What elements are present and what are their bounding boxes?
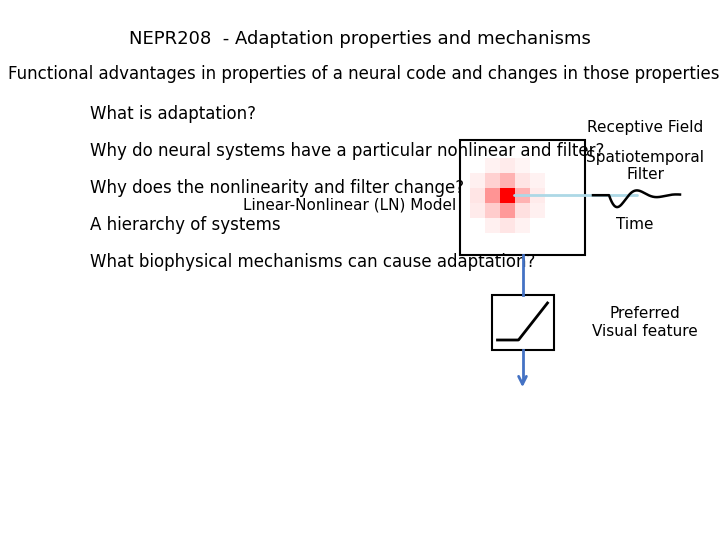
Text: Receptive Field: Receptive Field (587, 120, 703, 135)
Text: What is adaptation?: What is adaptation? (90, 105, 256, 123)
Text: A hierarchy of systems: A hierarchy of systems (90, 216, 281, 234)
Text: Functional advantages in properties of a neural code and changes in those proper: Functional advantages in properties of a… (8, 65, 719, 83)
Bar (470, 202, 485, 218)
Bar (485, 188, 500, 202)
Bar (470, 173, 485, 188)
Bar (500, 202, 515, 218)
Bar (500, 218, 515, 233)
Bar (500, 188, 515, 202)
Text: What biophysical mechanisms can cause adaptation?: What biophysical mechanisms can cause ad… (90, 253, 536, 271)
Bar (530, 202, 545, 218)
Bar (500, 173, 515, 188)
Bar (492, 295, 554, 350)
Bar (485, 158, 500, 173)
Text: Why does the nonlinearity and filter change?: Why does the nonlinearity and filter cha… (90, 179, 464, 197)
Text: Why do neural systems have a particular nonlinear and filter?: Why do neural systems have a particular … (90, 142, 604, 160)
Bar (515, 158, 530, 173)
Bar (460, 140, 585, 255)
Text: Preferred
Visual feature: Preferred Visual feature (592, 306, 698, 339)
Bar (530, 188, 545, 202)
Text: Spatiotemporal
Filter: Spatiotemporal Filter (586, 150, 704, 183)
Text: Time: Time (616, 217, 654, 232)
Bar (470, 188, 485, 202)
Bar (500, 158, 515, 173)
Text: NEPR208  - Adaptation properties and mechanisms: NEPR208 - Adaptation properties and mech… (129, 30, 591, 48)
Bar (515, 188, 530, 202)
Text: Linear-Nonlinear (LN) Model: Linear-Nonlinear (LN) Model (243, 198, 456, 213)
Bar (530, 173, 545, 188)
Bar (515, 173, 530, 188)
Bar (515, 202, 530, 218)
Bar (485, 218, 500, 233)
Bar (485, 173, 500, 188)
Bar (485, 202, 500, 218)
Bar (515, 218, 530, 233)
